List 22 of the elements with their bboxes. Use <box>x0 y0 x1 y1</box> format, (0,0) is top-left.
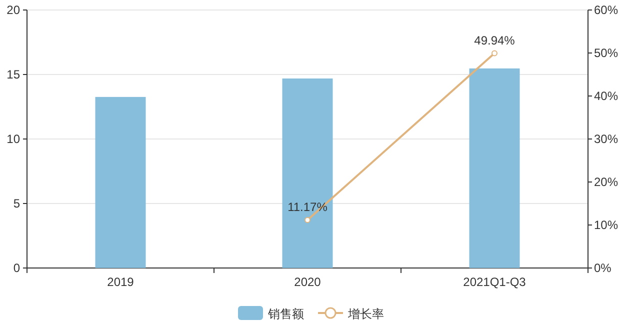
y2-tick-label: 0% <box>594 261 612 275</box>
y-tick-label: 0 <box>13 261 20 275</box>
data-label: 11.17% <box>288 200 328 214</box>
bar <box>95 96 146 268</box>
bar <box>469 68 520 268</box>
x-tick-label: 2021Q1-Q3 <box>463 275 526 289</box>
data-label: 49.94% <box>474 33 516 48</box>
y-tick-label: 5 <box>13 196 20 210</box>
y2-tick-label: 20% <box>594 175 618 189</box>
x-tick-label: 2019 <box>107 275 134 289</box>
y2-tick-label: 50% <box>594 46 618 60</box>
legend-label: 增长率 <box>347 307 384 321</box>
legend-label: 销售额 <box>267 307 304 321</box>
y-tick-label: 20 <box>6 3 20 17</box>
y2-tick-label: 60% <box>594 3 618 17</box>
y2-tick-label: 40% <box>594 89 618 103</box>
x-tick-label: 2020 <box>294 275 322 289</box>
y-tick-label: 15 <box>6 68 20 82</box>
bar <box>282 78 333 268</box>
y2-tick-label: 30% <box>594 132 618 146</box>
y-tick-label: 10 <box>6 132 20 146</box>
y2-tick-label: 10% <box>594 218 618 232</box>
